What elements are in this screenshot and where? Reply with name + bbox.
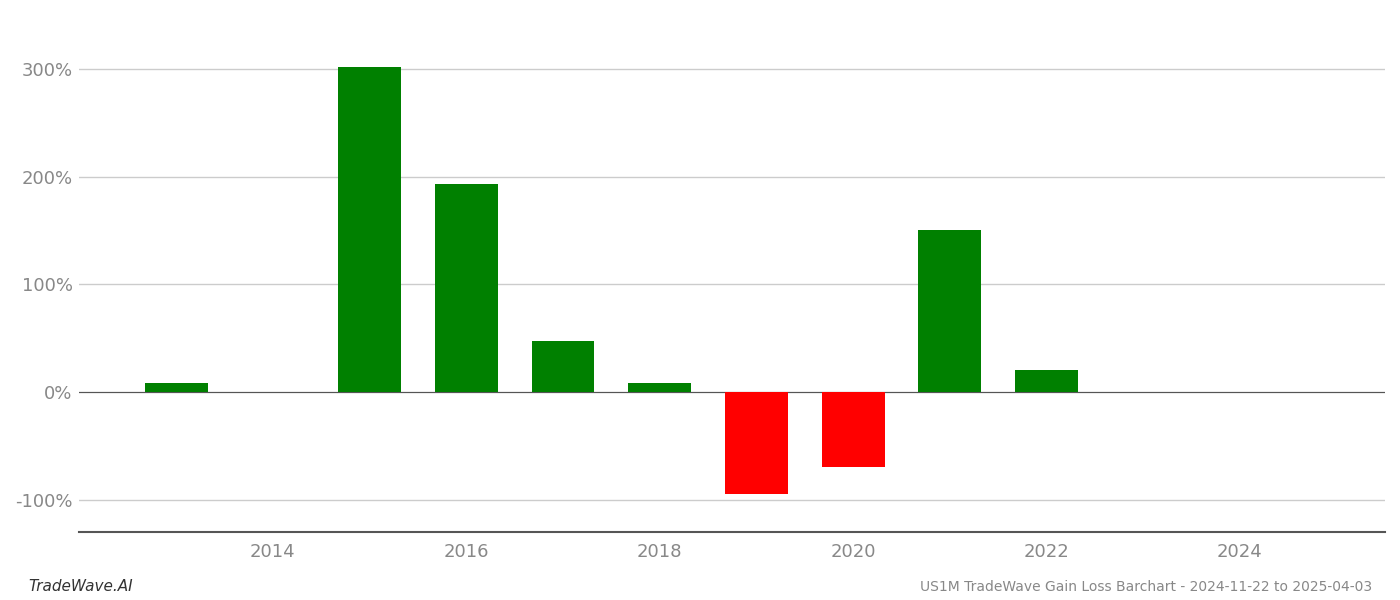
Bar [629, 383, 692, 392]
Text: US1M TradeWave Gain Loss Barchart - 2024-11-22 to 2025-04-03: US1M TradeWave Gain Loss Barchart - 2024… [920, 580, 1372, 594]
Bar [725, 392, 788, 494]
Text: TradeWave.AI: TradeWave.AI [28, 579, 133, 594]
Bar [435, 184, 498, 392]
Bar [532, 341, 595, 392]
Bar [918, 230, 981, 392]
Bar [1015, 370, 1078, 392]
Bar [822, 392, 885, 467]
Bar [144, 383, 207, 392]
Bar [339, 67, 400, 392]
